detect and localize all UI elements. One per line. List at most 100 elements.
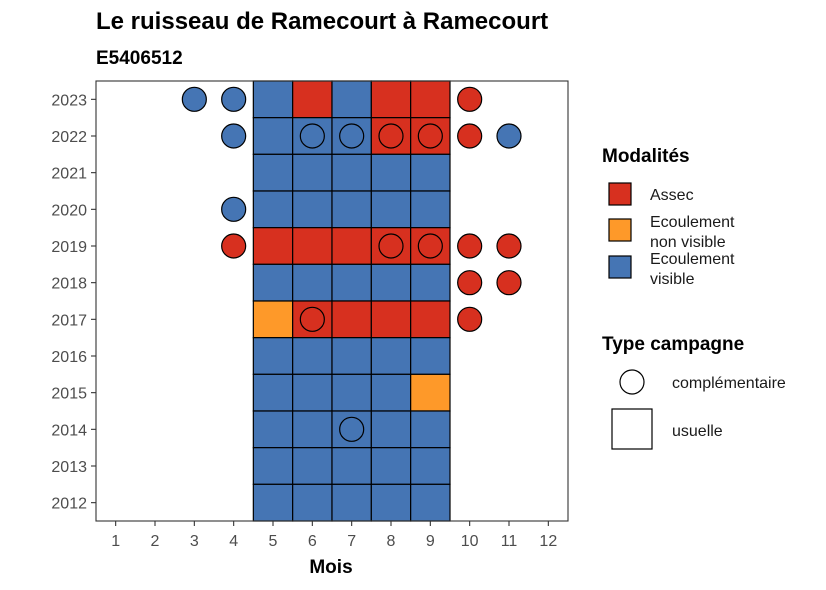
legend-key-assec — [608, 182, 632, 206]
point-2022-10 — [457, 123, 483, 149]
tile-2014-9 — [410, 410, 451, 449]
y-tick-label-2016: 2016 — [51, 349, 87, 366]
legend-label-ecoulement-non-visible-0: Ecoulement — [650, 214, 735, 231]
x-axis-title: Mois — [309, 557, 352, 578]
panel-border — [95, 80, 569, 522]
point-2019-9 — [417, 233, 443, 259]
tile-2012-9 — [410, 483, 451, 522]
point-2017-10 — [457, 306, 483, 332]
tile-2012-5 — [252, 483, 294, 522]
tile-2023-8 — [370, 80, 412, 119]
tile-2016-8 — [370, 337, 412, 375]
tile-2023-9 — [410, 80, 451, 119]
point-2018-11 — [496, 270, 522, 296]
point-2023-3 — [181, 86, 207, 112]
point-2017-6 — [299, 306, 325, 332]
tile-2016-9 — [410, 337, 451, 375]
y-tick-label-2021: 2021 — [51, 166, 87, 183]
tile-2021-9 — [410, 153, 451, 192]
tile-2019-5 — [252, 227, 294, 265]
tile-2020-5 — [252, 190, 294, 229]
tile-2018-5 — [252, 263, 294, 302]
y-tick-label-2012: 2012 — [51, 496, 87, 513]
legend-key-ecoulement-visible — [608, 255, 632, 279]
tile-2020-8 — [370, 190, 412, 229]
tile-2015-7 — [331, 373, 372, 412]
tile-2021-6 — [292, 153, 333, 192]
tile-2013-9 — [410, 447, 451, 485]
point-2019-11 — [496, 233, 522, 259]
tile-2015-5 — [252, 373, 294, 412]
tile-2018-9 — [410, 263, 451, 302]
point-2023-10 — [457, 86, 483, 112]
y-tick-label-2015: 2015 — [51, 386, 87, 403]
tile-2017-7 — [331, 300, 372, 339]
tile-2023-7 — [331, 80, 372, 119]
point-2020-4 — [221, 196, 247, 222]
legend-label-ecoulement-visible-0: Ecoulement — [650, 251, 735, 268]
tile-2014-5 — [252, 410, 294, 449]
tile-2015-9 — [410, 373, 451, 412]
tile-2021-5 — [252, 153, 294, 192]
point-2022-8 — [378, 123, 404, 149]
y-tick-label-2013: 2013 — [51, 459, 87, 476]
tile-2014-8 — [370, 410, 412, 449]
chart-title: Le ruisseau de Ramecourt à Ramecourt — [96, 8, 548, 35]
y-tick-label-2023: 2023 — [51, 92, 87, 109]
y-tick-label-2017: 2017 — [51, 312, 87, 329]
tile-2020-7 — [331, 190, 372, 229]
tile-2023-5 — [252, 80, 294, 119]
x-tick-label-9: 9 — [426, 533, 435, 550]
legend-type-campagne: complémentaire usuelle — [611, 369, 786, 450]
tile-2013-5 — [252, 447, 294, 485]
point-2019-8 — [378, 233, 404, 259]
legend-key-usuelle — [611, 408, 653, 450]
x-tick-label-12: 12 — [539, 533, 557, 550]
point-2022-4 — [221, 123, 247, 149]
x-tick-label-1: 1 — [111, 533, 120, 550]
tile-2022-5 — [252, 117, 294, 155]
x-tick-label-8: 8 — [387, 533, 396, 550]
x-tick-label-5: 5 — [269, 533, 278, 550]
tile-2021-7 — [331, 153, 372, 192]
x-tick-label-2: 2 — [151, 533, 160, 550]
x-tick-label-10: 10 — [461, 533, 479, 550]
tile-2012-8 — [370, 483, 412, 522]
tile-2015-6 — [292, 373, 333, 412]
point-2014-7 — [339, 416, 365, 442]
y-tick-label-2018: 2018 — [51, 276, 87, 293]
chart-subtitle: E5406512 — [96, 48, 183, 69]
point-2022-11 — [496, 123, 522, 149]
tile-2014-6 — [292, 410, 333, 449]
y-tick-label-2020: 2020 — [51, 202, 87, 219]
plot-panel — [181, 80, 522, 522]
point-2022-7 — [339, 123, 365, 149]
tile-2015-8 — [370, 373, 412, 412]
tile-2019-6 — [292, 227, 333, 265]
tile-2016-7 — [331, 337, 372, 375]
point-2019-4 — [221, 233, 247, 259]
point-2022-9 — [417, 123, 443, 149]
legend-label-assec-0: Assec — [650, 187, 694, 204]
x-axis: 1 2 3 4 5 6 7 8 9 10 11 12 — [111, 521, 557, 550]
tile-2018-8 — [370, 263, 412, 302]
tile-2013-6 — [292, 447, 333, 485]
y-axis: 2012 2013 2014 2015 2016 2017 2018 2019 2020 2021… — [51, 92, 96, 513]
tile-2012-7 — [331, 483, 372, 522]
tile-2017-9 — [410, 300, 451, 339]
y-tick-label-2014: 2014 — [51, 422, 87, 439]
tile-2017-5 — [252, 300, 294, 339]
legend-label-complementaire: complémentaire — [672, 375, 786, 392]
tile-2016-6 — [292, 337, 333, 375]
point-2023-4 — [221, 86, 247, 112]
legend-label-usuelle: usuelle — [672, 423, 723, 440]
tile-2023-6 — [292, 80, 333, 119]
y-tick-label-2022: 2022 — [51, 129, 87, 146]
x-tick-label-6: 6 — [308, 533, 317, 550]
tile-2019-7 — [331, 227, 372, 265]
tile-2013-7 — [331, 447, 372, 485]
point-2018-10 — [457, 270, 483, 296]
point-2022-6 — [299, 123, 325, 149]
